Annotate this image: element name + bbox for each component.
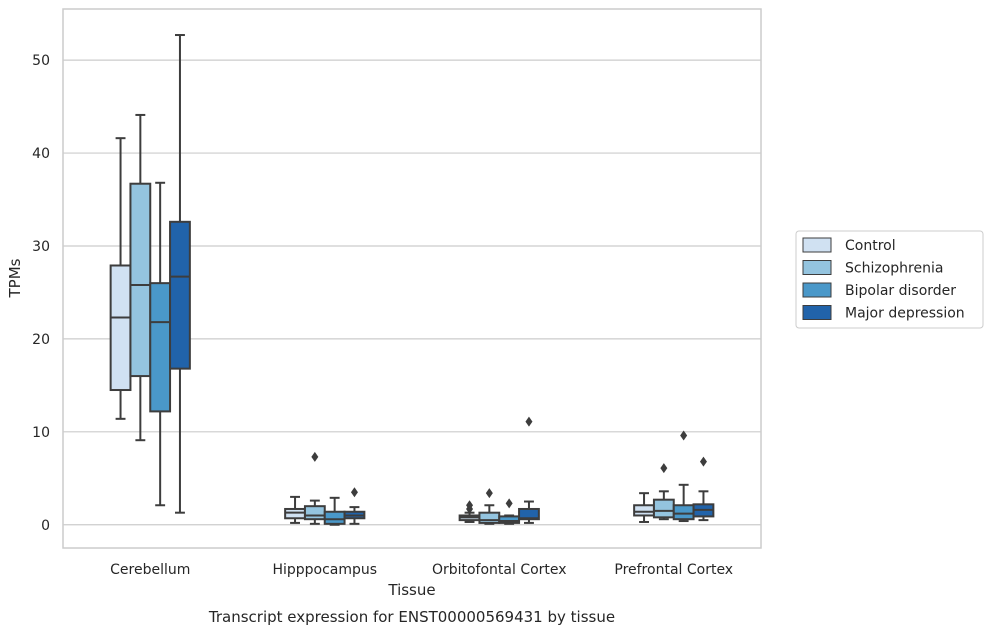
box xyxy=(129,113,152,442)
box xyxy=(109,137,132,420)
y-tick-label: 20 xyxy=(32,332,50,348)
x-axis-label: Tissue xyxy=(387,581,435,599)
outlier-point xyxy=(699,456,707,467)
box xyxy=(323,496,346,526)
box xyxy=(672,430,695,523)
x-tick-label: Orbitofontal Cortex xyxy=(432,562,567,578)
plot-frame xyxy=(62,8,762,549)
outlier-point xyxy=(680,430,688,441)
box-iqr xyxy=(633,504,655,517)
box-iqr xyxy=(169,220,191,370)
box xyxy=(458,500,481,523)
legend-label: Major depression xyxy=(845,306,965,322)
box xyxy=(303,451,326,525)
outlier-point xyxy=(525,416,533,427)
x-tick-label: Prefrontal Cortex xyxy=(614,562,733,578)
box-iqr xyxy=(149,282,172,413)
box-iqr xyxy=(652,498,675,519)
outlier-point xyxy=(350,487,358,498)
outlier-point xyxy=(466,500,474,511)
legend-box xyxy=(795,230,984,329)
box xyxy=(478,488,501,525)
box-iqr xyxy=(672,504,695,521)
box-iqr xyxy=(478,511,501,524)
legend-label: Control xyxy=(845,238,896,254)
legend-swatch xyxy=(802,237,832,253)
outlier-point xyxy=(505,498,513,509)
box xyxy=(652,463,675,521)
legend-label: Bipolar disorder xyxy=(845,283,956,299)
y-tick-label: 30 xyxy=(32,239,50,255)
x-tick-label: Cerebellum xyxy=(110,562,190,578)
legend-swatch xyxy=(802,282,832,298)
x-axis-ticks: Cerebellum Hipppocampus Orbitofontal Corte… xyxy=(110,562,733,578)
y-tick-label: 50 xyxy=(32,53,50,69)
outlier-point xyxy=(311,451,319,462)
box-iqr xyxy=(303,505,326,521)
box xyxy=(343,487,366,525)
box xyxy=(633,492,655,523)
box-iqr xyxy=(109,264,132,392)
legend-label: Schizophrenia xyxy=(845,261,943,277)
y-tick-label: 10 xyxy=(32,425,50,441)
box xyxy=(692,456,715,522)
box xyxy=(498,498,521,525)
legend: Control Schizophrenia Bipolar disorder Majo… xyxy=(795,230,984,329)
box xyxy=(284,495,306,524)
y-tick-label: 0 xyxy=(41,518,50,534)
box-iqr xyxy=(323,510,346,525)
box xyxy=(149,181,172,507)
y-axis-label: TPMs xyxy=(6,258,24,298)
box xyxy=(169,34,191,514)
y-axis-ticks: 0 10 20 30 40 50 xyxy=(32,53,50,534)
box-plot-series xyxy=(109,34,715,526)
box-iqr xyxy=(129,182,152,378)
chart-caption: Transcript expression for ENST0000056943… xyxy=(208,608,615,626)
box xyxy=(518,416,540,524)
outlier-point xyxy=(485,488,493,499)
y-tick-label: 40 xyxy=(32,146,50,162)
legend-swatch xyxy=(802,260,832,275)
x-tick-label: Hipppocampus xyxy=(272,562,377,578)
outlier-point xyxy=(660,463,668,474)
legend-swatch xyxy=(802,305,832,320)
